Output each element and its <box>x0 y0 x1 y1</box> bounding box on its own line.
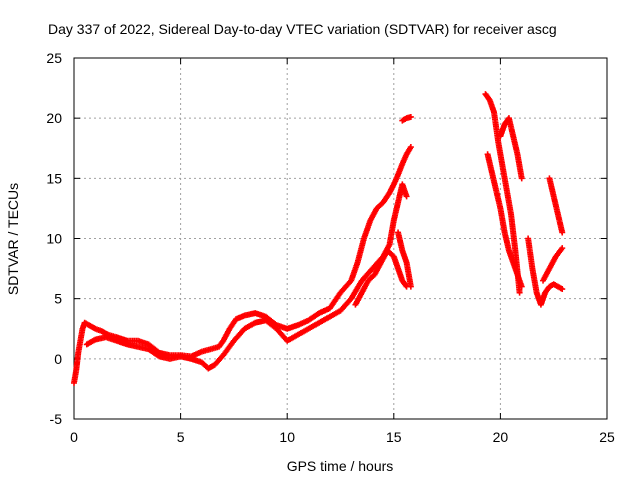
data-point-plus-marker <box>407 144 414 151</box>
y-tick-label: 15 <box>46 170 62 186</box>
data-point-plus-marker <box>407 283 414 290</box>
series-track-e <box>399 113 414 124</box>
y-tick-label: 10 <box>46 231 62 247</box>
x-tick-label: 25 <box>599 429 615 445</box>
x-tick-label: 5 <box>177 429 185 445</box>
data-point-plus-marker <box>516 289 523 296</box>
axis-ticks: 0 5 10 15 20 25 -5 0 5 10 15 20 25 <box>46 50 615 445</box>
series-track-b <box>83 181 410 372</box>
series-track-f <box>482 91 523 296</box>
data-point-plus-marker <box>559 286 566 293</box>
x-tick-label: 10 <box>279 429 295 445</box>
series-track-h <box>497 115 525 182</box>
data-point-plus-marker <box>403 193 410 200</box>
series-track-c <box>352 247 410 308</box>
grid-lines <box>74 58 607 419</box>
series-track-a <box>71 144 414 386</box>
y-tick-label: -5 <box>50 411 63 427</box>
y-tick-label: 0 <box>54 351 62 367</box>
data-point-plus-marker <box>559 229 566 236</box>
data-point-plus-marker <box>407 113 414 120</box>
data-points <box>71 91 566 386</box>
chart-title: Day 337 of 2022, Sidereal Day-to-day VTE… <box>48 21 557 37</box>
data-point-plus-marker <box>518 175 525 182</box>
y-tick-label: 5 <box>54 291 62 307</box>
x-tick-label: 0 <box>70 429 78 445</box>
x-tick-label: 15 <box>386 429 402 445</box>
series-track-k <box>540 245 566 284</box>
y-axis-label: SDTVAR / TECUs <box>5 183 21 295</box>
data-point-plus-marker <box>518 283 525 290</box>
series-track-j <box>546 175 566 236</box>
x-axis-label: GPS time / hours <box>287 458 394 474</box>
series-track-d <box>395 229 414 290</box>
y-tick-label: 25 <box>46 50 62 66</box>
series-track-g <box>484 151 525 290</box>
x-tick-label: 20 <box>493 429 509 445</box>
data-point-plus-marker <box>559 245 566 252</box>
series-track-i <box>525 235 566 308</box>
y-tick-label: 20 <box>46 110 62 126</box>
